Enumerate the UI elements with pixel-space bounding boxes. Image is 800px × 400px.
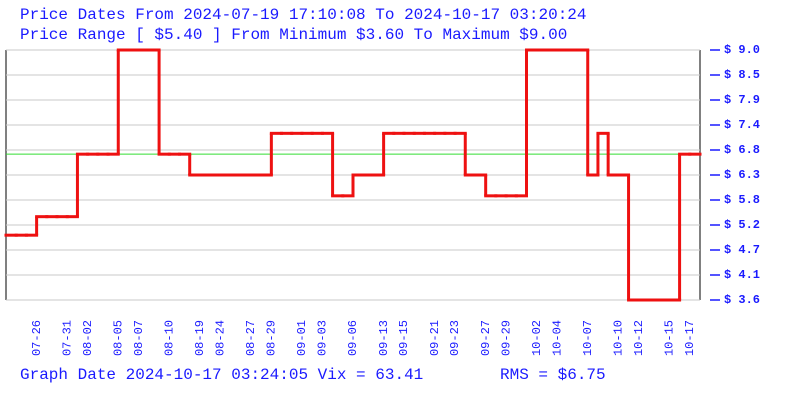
y-tick-label: $ 6.8: [724, 143, 760, 157]
x-tick-label: 08-05: [111, 320, 125, 356]
x-tick-label: 09-06: [346, 320, 360, 356]
x-tick-label: 08-07: [132, 320, 146, 356]
x-tick-label: 08-19: [193, 320, 207, 356]
x-tick-label: 08-10: [162, 320, 176, 356]
x-tick-label: 09-29: [499, 320, 513, 356]
x-tick-label: 10-15: [663, 320, 677, 356]
rms-label: RMS = $6.75: [500, 366, 606, 384]
x-tick-label: 09-21: [428, 320, 442, 356]
x-tick-label: 08-29: [265, 320, 279, 356]
chart-title: Price Dates From 2024-07-19 17:10:08 To …: [20, 6, 587, 24]
x-tick-label: 09-03: [316, 320, 330, 356]
x-tick-label: 10-04: [550, 320, 564, 356]
y-tick-label: $ 7.9: [724, 93, 760, 107]
chart-subtitle: Price Range [ $5.40 ] From Minimum $3.60…: [20, 26, 567, 44]
x-tick-label: 10-07: [581, 320, 595, 356]
x-tick-label: 09-01: [295, 320, 309, 356]
x-tick-label: 07-26: [30, 320, 44, 356]
x-tick-label: 10-10: [612, 320, 626, 356]
y-tick-label: $ 5.8: [724, 193, 760, 207]
y-tick-label: $ 5.2: [724, 218, 760, 232]
x-tick-label: 10-17: [683, 320, 697, 356]
y-tick-label: $ 4.7: [724, 243, 760, 257]
y-tick-label: $ 6.3: [724, 168, 760, 182]
y-tick-label: $ 4.1: [724, 268, 760, 282]
x-tick-label: 08-24: [213, 320, 227, 356]
x-tick-label: 07-31: [60, 320, 74, 356]
x-tick-label: 10-02: [530, 320, 544, 356]
x-tick-label: 10-12: [632, 320, 646, 356]
y-tick-label: $ 9.0: [724, 43, 760, 57]
x-tick-label: 09-15: [397, 320, 411, 356]
y-tick-label: $ 7.4: [724, 118, 760, 132]
x-tick-label: 08-27: [244, 320, 258, 356]
x-tick-label: 09-27: [479, 320, 493, 356]
y-tick-label: $ 3.6: [724, 293, 760, 307]
footer: Graph Date 2024-10-17 03:24:05 Vix = 63.…: [20, 366, 423, 384]
x-tick-label: 08-02: [81, 320, 95, 356]
x-tick-label: 09-13: [377, 320, 391, 356]
y-tick-label: $ 8.5: [724, 68, 760, 82]
x-tick-label: 09-23: [448, 320, 462, 356]
